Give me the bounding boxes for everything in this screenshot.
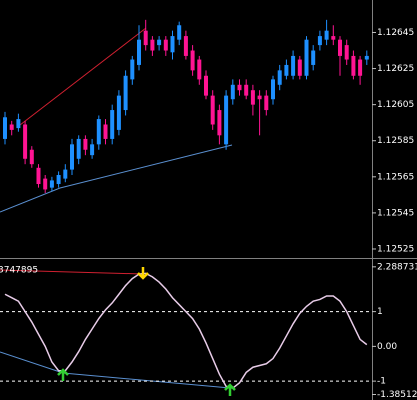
signal-arrow bbox=[224, 383, 236, 396]
signal-arrow bbox=[57, 368, 69, 381]
candle-body bbox=[284, 64, 289, 76]
candle-body bbox=[311, 50, 316, 65]
y-tick-label: 1 bbox=[377, 307, 383, 317]
candle-body bbox=[110, 110, 115, 139]
candle-body bbox=[217, 110, 222, 136]
candle-body bbox=[297, 59, 302, 76]
candle-body bbox=[358, 59, 363, 76]
candle-body bbox=[96, 119, 101, 145]
candle-body bbox=[43, 178, 48, 190]
y-tick-label: 1.12565 bbox=[377, 172, 414, 182]
candle-body bbox=[317, 36, 322, 46]
candle-body bbox=[364, 55, 369, 60]
candle-body bbox=[210, 95, 215, 125]
candle-body bbox=[143, 30, 148, 46]
candle-body bbox=[277, 70, 282, 85]
candle-body bbox=[56, 175, 61, 185]
candle-body bbox=[197, 59, 202, 80]
y-tick-label: 1.12625 bbox=[377, 64, 414, 74]
candle-body bbox=[70, 144, 74, 170]
candle-body bbox=[63, 169, 68, 179]
candle-body bbox=[304, 39, 309, 76]
candle-body bbox=[9, 124, 14, 130]
candle-body bbox=[76, 138, 81, 159]
candle-body bbox=[183, 36, 188, 56]
y-tick-label: 1.12525 bbox=[377, 244, 414, 254]
candle-body bbox=[177, 25, 182, 40]
candle-body bbox=[23, 124, 28, 159]
candle-body bbox=[271, 79, 275, 100]
candle-body bbox=[90, 144, 95, 156]
candle-body bbox=[123, 75, 128, 111]
candle-body bbox=[237, 84, 242, 91]
candle-body bbox=[137, 39, 141, 65]
candle-body bbox=[257, 95, 262, 100]
candle-body bbox=[29, 149, 34, 165]
candle-body bbox=[250, 90, 255, 105]
trendline bbox=[0, 269, 144, 275]
y-tick-label: 1.12585 bbox=[377, 136, 414, 146]
candle-body bbox=[324, 30, 329, 40]
candle-body bbox=[49, 180, 54, 188]
candle-body bbox=[170, 36, 175, 53]
candle-body bbox=[103, 124, 108, 139]
signal-arrow bbox=[137, 267, 149, 280]
candle-body bbox=[230, 84, 235, 100]
candle-body bbox=[344, 45, 349, 60]
marks: 1.12645 1.12625 1.12605 1.12585 1.12565 1.125… bbox=[0, 19, 417, 400]
candle-body bbox=[116, 95, 121, 130]
candle-body bbox=[244, 84, 249, 96]
trendline bbox=[19, 27, 147, 126]
y-tick-label: -1.385127 bbox=[377, 390, 417, 400]
y-tick-label: 1.12605 bbox=[377, 100, 414, 110]
candle-body bbox=[338, 39, 342, 56]
y-tick-label: 1.12545 bbox=[377, 208, 414, 218]
candle-body bbox=[224, 95, 229, 145]
candle-body bbox=[3, 117, 7, 139]
candle-body bbox=[150, 39, 155, 51]
y-tick-label: 0.00 bbox=[377, 342, 397, 352]
candle-body bbox=[36, 167, 41, 185]
indicator-label: 3747895 bbox=[0, 266, 38, 276]
candle-body bbox=[16, 119, 21, 129]
candle-body bbox=[291, 55, 296, 76]
candle-body bbox=[331, 36, 336, 40]
candle-body bbox=[157, 39, 162, 46]
y-tick-label: 1.12645 bbox=[377, 28, 414, 38]
candle-body bbox=[130, 59, 135, 80]
y-tick-label: 2.2887319 bbox=[377, 262, 417, 272]
candle-body bbox=[163, 39, 168, 51]
candle-body bbox=[83, 138, 88, 150]
candle-body bbox=[264, 95, 269, 111]
candle-body bbox=[190, 50, 195, 71]
trendline bbox=[0, 144, 233, 213]
candle-body bbox=[351, 55, 356, 76]
candle-body bbox=[204, 75, 208, 96]
y-tick-label: -1 bbox=[377, 377, 386, 387]
